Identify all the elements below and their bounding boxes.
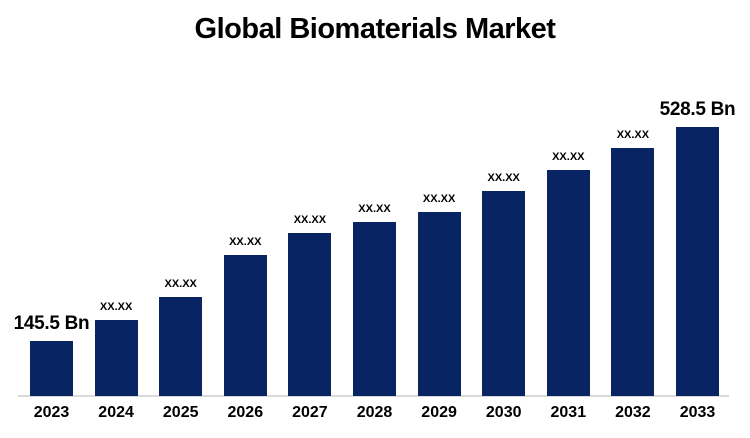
x-axis-label-2029: 2029 — [421, 404, 457, 421]
x-axis-label-2033: 2033 — [679, 404, 716, 421]
bar-value-label-2033: 528.5 Bn — [659, 99, 736, 120]
bar-value-label-2026: XX.XX — [229, 236, 262, 248]
bar-2029 — [417, 212, 461, 396]
x-axis-label-2030: 2030 — [485, 404, 522, 421]
chart-title: Global Biomaterials Market — [194, 13, 556, 45]
x-axis-label-2026: 2026 — [227, 404, 264, 421]
bar-2033 — [676, 127, 719, 396]
x-axis-label-2027: 2027 — [292, 404, 328, 421]
bar-value-label-2028: XX.XX — [358, 203, 391, 215]
x-axis-label-2031: 2031 — [550, 404, 587, 421]
bar-value-label-2031: XX.XX — [552, 151, 585, 163]
bar-value-label-2030: XX.XX — [487, 172, 520, 184]
bar-value-label-2032: XX.XX — [616, 129, 650, 141]
x-axis-label-2023: 2023 — [33, 404, 70, 421]
bar-2027 — [288, 233, 332, 396]
bar-value-label-2027: XX.XX — [293, 214, 327, 226]
bar-2026 — [223, 255, 267, 396]
bar-2024 — [94, 320, 138, 396]
bar-2028 — [353, 222, 396, 396]
x-axis-label-2024: 2024 — [98, 404, 134, 421]
x-axis-label-2028: 2028 — [356, 404, 393, 421]
bar-value-label-2023: 145.5 Bn — [13, 313, 90, 334]
bar-value-label-2029: XX.XX — [422, 193, 456, 205]
bar-2023 — [30, 341, 73, 396]
bar-value-label-2024: XX.XX — [99, 301, 133, 313]
x-axis-label-2025: 2025 — [162, 404, 199, 421]
bar-2031 — [546, 170, 590, 396]
bar-2032 — [611, 148, 655, 396]
bar-2030 — [482, 191, 526, 396]
x-axis-line — [18, 395, 729, 397]
bar-2025 — [159, 297, 203, 396]
bar-value-label-2025: XX.XX — [164, 278, 197, 290]
x-axis-label-2032: 2032 — [615, 404, 651, 421]
